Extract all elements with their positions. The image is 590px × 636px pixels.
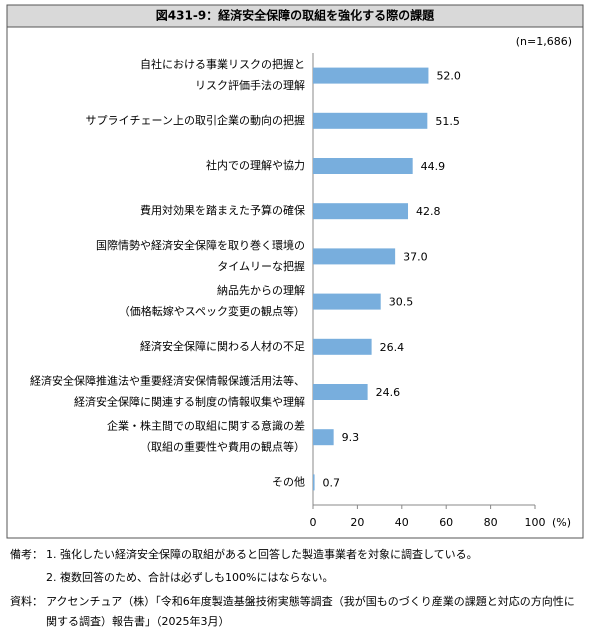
bar [313, 474, 315, 491]
y-tick-label: 国際情勢や経済安全保障を取り巻く環境のタイムリーな把握 [96, 238, 305, 273]
notes-label: 備考： [10, 548, 43, 561]
bar [313, 112, 428, 129]
bar [313, 338, 372, 355]
chart: 図431-9：経済安全保障の取組を強化する際の課題 (n=1,686) (%) … [6, 4, 584, 539]
chart-border [6, 26, 584, 539]
bar [313, 429, 334, 446]
note: 1. 強化したい経済安全保障の取組があると回答した製造事業者を対象に調査している… [46, 548, 478, 561]
value-label: 24.6 [376, 386, 401, 399]
x-tick-label: 20 [350, 516, 364, 529]
y-tick-label: その他 [272, 475, 305, 488]
value-label: 52.0 [436, 70, 461, 83]
chart-title: 図431-9：経済安全保障の取組を強化する際の課題 [156, 8, 435, 23]
bar [313, 203, 409, 220]
x-tick-label: 100 [525, 516, 546, 529]
bar [313, 293, 381, 310]
bar [313, 67, 429, 84]
y-tick-label: 企業・株主間での取組に関する意識の差（取組の重要性や費用の観点等） [107, 419, 305, 454]
bar [313, 248, 396, 265]
x-tick-label: 60 [439, 516, 453, 529]
source-label: 資料： [10, 595, 43, 608]
sample-note: (n=1,686) [516, 35, 572, 48]
y-tick-label: 経済安全保障推進法や重要経済安保情報保護活用法等、経済安全保障に関連する制度の情… [30, 374, 305, 409]
note-row: 備考： 1. 強化したい経済安全保障の取組があると回答した製造事業者を対象に調査し… [10, 543, 582, 566]
x-tick-label: 80 [484, 516, 498, 529]
notes: 備考： 1. 強化したい経済安全保障の取組があると回答した製造事業者を対象に調査し… [10, 543, 582, 632]
source: アクセンチュア（株）「令和6年度製造基盤技術実態等調査（我が国ものづくり産業の課… [46, 595, 575, 628]
value-label: 44.9 [421, 160, 446, 173]
y-tick-label: 納品先からの理解（価格転嫁やスペック変更の観点等） [119, 283, 305, 318]
x-tick-label: 40 [395, 516, 409, 529]
y-tick-label: 費用対効果を踏まえた予算の確保 [140, 203, 305, 217]
source-row: 資料： アクセンチュア（株）「令和6年度製造基盤技術実態等調査（我が国ものづくり産… [10, 592, 582, 632]
value-label: 51.5 [435, 115, 460, 128]
value-label: 0.7 [323, 476, 341, 489]
value-label: 26.4 [380, 341, 405, 354]
bar [313, 384, 368, 400]
y-tick-label: 自社における事業リスクの把握とリスク評価手法の理解 [140, 57, 305, 92]
x-unit: (%) [552, 516, 571, 529]
x-tick-label: 0 [310, 516, 317, 529]
value-label: 30.5 [389, 296, 414, 309]
y-tick-label: サプライチェーン上の取引企業の動向の把握 [86, 113, 305, 127]
value-label: 37.0 [403, 250, 428, 263]
value-label: 42.8 [416, 205, 441, 218]
note: 2. 複数回答のため、合計は必ずしも100%にはならない。 [46, 571, 334, 584]
y-tick-label: 経済安全保障に関わる人材の不足 [140, 339, 305, 353]
y-tick-label: 社内での理解や協力 [206, 158, 305, 172]
bar [313, 158, 413, 174]
value-label: 9.3 [342, 431, 360, 444]
note-row: 2. 複数回答のため、合計は必ずしも100%にはならない。 [10, 566, 582, 589]
